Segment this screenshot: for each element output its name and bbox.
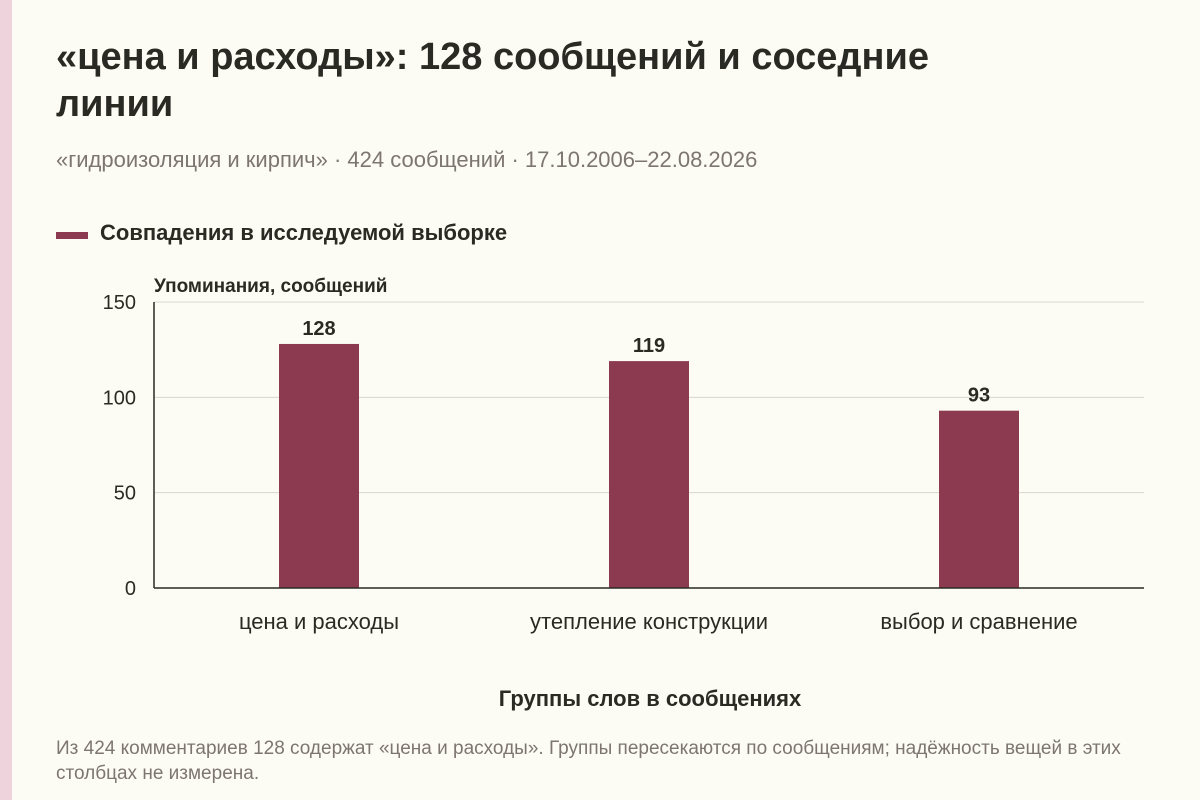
y-axis-title: Упоминания, сообщений [154,276,387,297]
data-labels: 128 119 93 [302,318,990,407]
x-axis-title: Группы слов в сообщениях [498,686,802,711]
legend-label: Совпадения в исследуемой выборке [100,220,508,245]
bar [939,410,1019,588]
category-label: выбор и сравнение [880,609,1077,634]
bar-value-label: 93 [968,385,990,407]
category-label: цена и расходы [239,609,399,634]
chart-title: «цена и расходы»: 128 сообщений и соседн… [56,36,929,125]
bar [609,361,689,588]
category-label: утепление конструкции [530,609,768,634]
bars [279,343,1019,588]
y-tick-label: 50 [114,483,136,505]
legend-swatch [56,231,88,239]
bar-chart: Упоминания, сообщений 0 50 100 150 128 119 93… [103,276,1144,634]
y-tick-label: 150 [103,292,136,314]
y-tick-label: 0 [125,578,136,600]
y-tick-label: 100 [103,387,136,409]
bar-value-label: 119 [633,335,665,357]
category-labels: цена и расходы утепление конструкции выбор… [239,609,1078,634]
y-axis-ticks: 0 50 100 150 [103,292,136,600]
left-accent-strip [0,0,12,800]
bar-value-label: 128 [302,318,335,340]
bar [279,343,359,588]
legend: Совпадения в исследуемой выборке [56,218,507,248]
footnote: Из 424 комментариев 128 содержат «цена и… [56,738,1121,784]
chart-subtitle: «гидроизоляция и кирпич» · 424 сообщений… [56,147,758,172]
